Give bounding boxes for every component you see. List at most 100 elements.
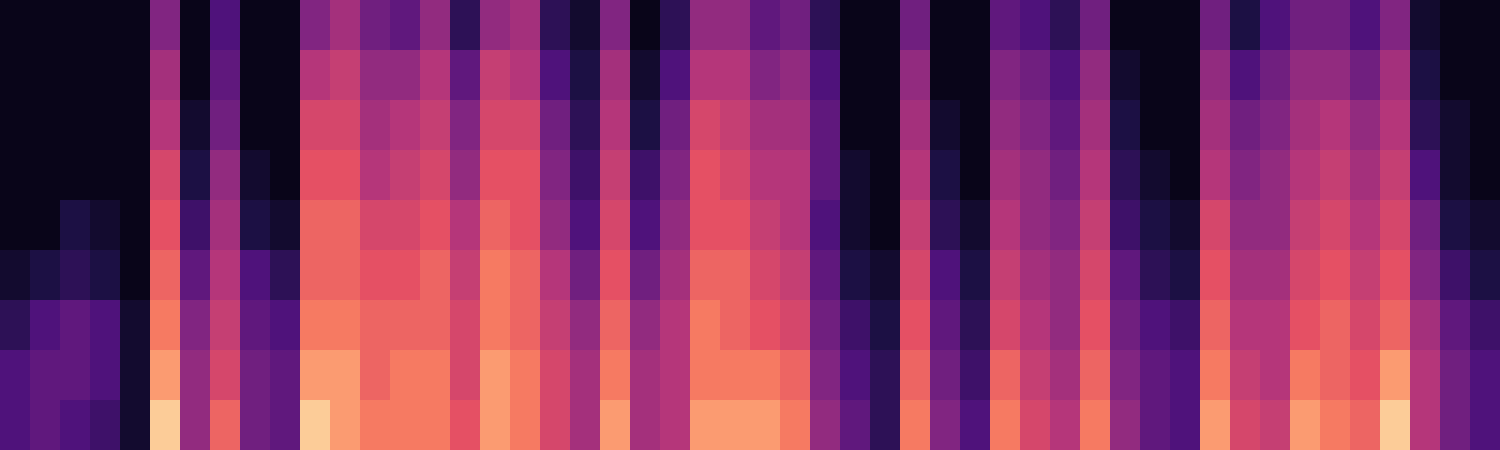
- cell: [690, 200, 721, 251]
- cell: [1410, 150, 1441, 201]
- cell: [1200, 350, 1231, 401]
- cell: [780, 250, 811, 301]
- cell: [540, 200, 571, 251]
- cell: [840, 350, 871, 401]
- cell: [300, 400, 331, 450]
- cell: [930, 150, 961, 201]
- cell: [480, 150, 511, 201]
- cell: [1440, 0, 1471, 51]
- cell: [1440, 300, 1471, 351]
- cell: [210, 400, 241, 450]
- cell: [960, 200, 991, 251]
- cell: [810, 200, 841, 251]
- cell: [0, 300, 31, 351]
- cell: [150, 350, 181, 401]
- cell: [540, 50, 571, 101]
- cell: [570, 100, 601, 151]
- cell: [1380, 400, 1411, 450]
- cell: [720, 150, 751, 201]
- cell: [750, 250, 781, 301]
- cell: [1470, 200, 1500, 251]
- cell: [210, 0, 241, 51]
- cell: [30, 250, 61, 301]
- cell: [1440, 250, 1471, 301]
- cell: [1110, 150, 1141, 201]
- cell: [870, 200, 901, 251]
- cell: [390, 0, 421, 51]
- cell: [960, 400, 991, 450]
- cell: [1440, 200, 1471, 251]
- cell: [1200, 300, 1231, 351]
- cell: [1290, 300, 1321, 351]
- cell: [60, 150, 91, 201]
- cell: [0, 200, 31, 251]
- cell: [1050, 250, 1081, 301]
- cell: [150, 250, 181, 301]
- cell: [840, 150, 871, 201]
- cell: [240, 0, 271, 51]
- cell: [210, 150, 241, 201]
- cell: [1080, 200, 1111, 251]
- cell: [1350, 400, 1381, 450]
- cell: [600, 0, 631, 51]
- cell: [1440, 100, 1471, 151]
- cell: [1170, 150, 1201, 201]
- cell: [570, 0, 601, 51]
- cell: [720, 0, 751, 51]
- cell: [1290, 350, 1321, 401]
- cell: [1290, 200, 1321, 251]
- spectrogram: [0, 0, 1500, 450]
- cell: [270, 350, 301, 401]
- cell: [1170, 250, 1201, 301]
- cell: [120, 200, 151, 251]
- cell: [690, 300, 721, 351]
- cell: [330, 0, 361, 51]
- cell: [810, 50, 841, 101]
- cell: [1290, 100, 1321, 151]
- cell: [990, 0, 1021, 51]
- cell: [210, 100, 241, 151]
- cell: [1080, 50, 1111, 101]
- cell: [150, 400, 181, 450]
- cell: [1020, 150, 1051, 201]
- cell: [1320, 50, 1351, 101]
- cell: [1380, 200, 1411, 251]
- cell: [1050, 200, 1081, 251]
- cell: [1320, 300, 1351, 351]
- cell: [540, 250, 571, 301]
- cell: [960, 350, 991, 401]
- cell: [600, 400, 631, 450]
- cell: [240, 50, 271, 101]
- cell: [1470, 150, 1500, 201]
- cell: [1050, 350, 1081, 401]
- cell: [570, 250, 601, 301]
- cell: [630, 350, 661, 401]
- cell: [930, 200, 961, 251]
- cell: [660, 0, 691, 51]
- cell: [60, 200, 91, 251]
- cell: [870, 400, 901, 450]
- cell: [1140, 200, 1171, 251]
- cell: [630, 0, 661, 51]
- cell: [360, 100, 391, 151]
- cell: [1260, 100, 1291, 151]
- cell: [780, 150, 811, 201]
- cell: [1110, 350, 1141, 401]
- cell: [690, 400, 721, 450]
- cell: [1200, 100, 1231, 151]
- cell: [390, 200, 421, 251]
- cell: [1230, 350, 1261, 401]
- cell: [210, 200, 241, 251]
- cell: [1320, 150, 1351, 201]
- cell: [480, 350, 511, 401]
- cell: [1170, 0, 1201, 51]
- cell: [1140, 50, 1171, 101]
- cell: [240, 350, 271, 401]
- cell: [780, 0, 811, 51]
- cell: [1020, 50, 1051, 101]
- cell: [960, 250, 991, 301]
- cell: [540, 100, 571, 151]
- cell: [1410, 200, 1441, 251]
- cell: [840, 250, 871, 301]
- cell: [810, 250, 841, 301]
